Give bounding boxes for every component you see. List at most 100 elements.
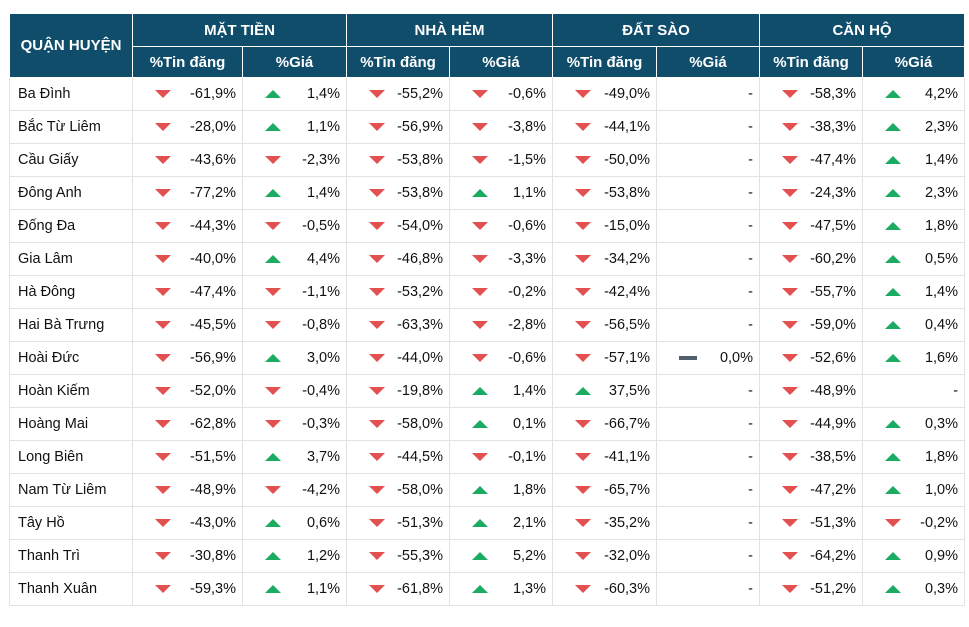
subheader-price: %Giá [862,46,966,78]
trend-indicator [472,123,490,131]
change-value: -58,0% [397,416,444,432]
change-value: -60,2% [810,251,857,267]
table-row: Hoàn Kiếm -52,0% -0,4% -19,8% 1,4% 37,5% - -48,… [9,374,966,408]
subheader-listings: %Tin đăng [132,46,243,78]
price-change-cell: -0,8% [241,308,348,342]
listing-change-cell: -77,2% [132,176,243,210]
down-triangle-icon [155,321,171,329]
change-value: - [748,449,754,465]
trend-indicator [369,288,387,296]
change-value: 0,6% [306,515,341,531]
change-value: -0,2% [508,284,547,300]
trend-indicator [575,90,593,98]
listing-change-cell: -45,5% [132,308,243,342]
up-triangle-icon [885,156,902,164]
district-name: Đông Anh [9,176,133,210]
change-value: - [748,185,754,201]
down-triangle-icon [472,90,489,98]
listing-change-cell: -48,9% [132,473,243,507]
change-value: -30,8% [190,548,236,564]
down-triangle-icon [575,255,592,263]
group-header-can-ho: CĂN HỘ [759,13,966,47]
change-value: 1,8% [512,482,547,498]
district-name: Hoàn Kiếm [9,374,133,408]
trend-indicator [155,420,173,428]
price-change-cell: - [656,539,761,573]
trend-indicator [265,420,283,428]
change-value: - [748,515,754,531]
down-triangle-icon [782,321,799,329]
up-triangle-icon [885,321,902,329]
change-value: 1,8% [924,218,959,234]
price-change-cell: - [656,143,761,177]
listing-change-cell: -56,9% [346,110,451,144]
trend-indicator [575,222,593,230]
listing-change-cell: -19,8% [346,374,451,408]
down-triangle-icon [369,486,386,494]
up-triangle-icon [885,255,902,263]
price-change-cell: 0,5% [862,242,966,276]
change-value: -0,8% [302,317,341,333]
change-value: - [748,218,754,234]
listing-change-cell: -44,0% [346,341,451,375]
listing-change-cell: -54,0% [346,209,451,243]
listing-change-cell: -51,2% [759,572,864,606]
change-value: 1,2% [306,548,341,564]
trend-indicator [472,354,490,362]
trend-indicator [885,552,903,560]
listing-change-cell: -56,9% [132,341,243,375]
price-change-cell: -0,6% [449,341,554,375]
price-change-cell: - [656,473,761,507]
change-value: 1,8% [924,449,959,465]
price-change-cell: - [656,440,761,474]
down-triangle-icon [575,90,592,98]
group-header-nha-hem: NHÀ HẺM [346,13,554,47]
change-value: -15,0% [604,218,651,234]
change-value: -53,2% [397,284,444,300]
trend-indicator [369,354,387,362]
down-triangle-icon [575,519,592,527]
listing-change-cell: -49,0% [552,77,658,111]
district-name: Nam Từ Liêm [9,473,133,507]
change-value: -60,3% [604,581,651,597]
down-triangle-icon [265,321,281,329]
price-change-cell: - [656,407,761,441]
price-change-cell: 1,4% [862,143,966,177]
price-change-cell: -0,2% [449,275,554,309]
district-name: Hoàng Mai [9,407,133,441]
up-triangle-icon [265,90,281,98]
change-value: 3,7% [306,449,341,465]
trend-indicator [782,90,800,98]
district-name: Long Biên [9,440,133,474]
listing-change-cell: -65,7% [552,473,658,507]
down-triangle-icon [782,519,799,527]
down-triangle-icon [155,189,171,197]
listing-change-cell: -60,3% [552,572,658,606]
down-triangle-icon [782,420,799,428]
change-value: -0,5% [302,218,341,234]
down-triangle-icon [472,453,489,461]
change-value: -53,8% [397,185,444,201]
up-triangle-icon [885,123,902,131]
down-triangle-icon [782,453,799,461]
listing-change-cell: -63,3% [346,308,451,342]
down-triangle-icon [369,255,386,263]
change-value: -51,2% [810,581,857,597]
change-value: -56,9% [190,350,236,366]
price-change-cell: 3,0% [241,341,348,375]
change-value: 5,2% [512,548,547,564]
down-triangle-icon [472,288,489,296]
listing-change-cell: -43,0% [132,506,243,540]
district-name: Thanh Trì [9,539,133,573]
change-value: 0,9% [924,548,959,564]
listing-change-cell: -56,5% [552,308,658,342]
down-triangle-icon [575,420,592,428]
change-value: - [953,383,959,399]
trend-indicator [369,255,387,263]
change-value: -52,6% [810,350,857,366]
trend-indicator [575,387,593,395]
trend-indicator [155,387,173,395]
down-triangle-icon [155,90,171,98]
change-value: -57,1% [604,350,651,366]
change-value: - [748,152,754,168]
